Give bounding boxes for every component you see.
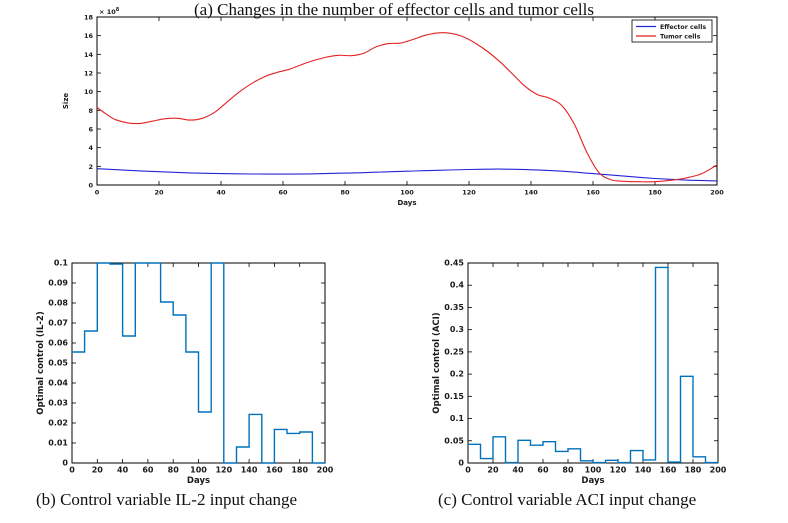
- x-tick-label: 180: [648, 189, 662, 197]
- x-tick-label: 40: [512, 466, 524, 475]
- y-tick-label: 0.1: [450, 414, 465, 423]
- x-tick-label: 60: [537, 466, 549, 475]
- y-tick-label: 0.05: [444, 436, 464, 445]
- y-tick-label: 8: [88, 107, 93, 115]
- y-tick-label: 0.01: [48, 439, 68, 448]
- x-tick-label: 20: [154, 189, 164, 197]
- axis-ticks: 0 20 40 60 80 100 120 140 160 180 200 0 0.01 0.02 0.03…: [48, 259, 334, 475]
- x-axis-label: Days: [581, 476, 604, 486]
- y-tick-label: 0.09: [48, 279, 68, 288]
- y-tick-label: 0.35: [444, 303, 464, 312]
- y-tick-label: 14: [84, 51, 94, 59]
- y-tick-label: 6: [88, 126, 93, 134]
- effector-cells-line: [96, 168, 718, 182]
- y-tick-label: 0.03: [48, 399, 68, 408]
- plot-border: [96, 16, 718, 186]
- y-tick-label: 0.04: [48, 379, 68, 388]
- y-axis-label: Size: [62, 93, 70, 110]
- y-tick-label: 0: [458, 459, 464, 468]
- x-tick-label: 100: [400, 189, 414, 197]
- y-tick-label: 0.15: [444, 392, 464, 401]
- x-tick-label: 20: [92, 466, 104, 475]
- chart-effector-tumor-cells: 0 20 40 60 80 100 120 140 160 180 200 0 2 4 6 8 10 12 14 16…: [62, 7, 724, 207]
- x-axis-label: Days: [187, 476, 210, 486]
- x-tick-label: 160: [266, 466, 283, 475]
- y-tick-label: 16: [84, 32, 94, 40]
- chart-aci-control: 0 20 40 60 80 100 120 140 160 180 200 0 0.05 0.1 0.15 0…: [432, 259, 727, 487]
- x-tick-label: 160: [586, 189, 600, 197]
- y-tick-label: 0.3: [450, 325, 464, 334]
- x-tick-label: 0: [69, 466, 75, 475]
- x-tick-label: 80: [340, 189, 350, 197]
- x-tick-label: 180: [685, 466, 702, 475]
- y-tick-label: 2: [88, 163, 93, 171]
- y-tick-label: 4: [88, 144, 93, 152]
- y-tick-label: 0.2: [450, 370, 464, 379]
- x-axis-label: Days: [397, 199, 416, 207]
- y-tick-label: 0.06: [48, 339, 68, 348]
- stairs-line: [468, 266, 719, 464]
- x-tick-label: 180: [291, 466, 308, 475]
- x-tick-label: 140: [524, 189, 538, 197]
- x-tick-label: 140: [635, 466, 652, 475]
- y-tick-label: 0.05: [48, 359, 68, 368]
- x-tick-label: 20: [487, 466, 499, 475]
- x-tick-label: 40: [117, 466, 129, 475]
- y-tick-label: 18: [84, 14, 94, 22]
- axis-ticks: 0 20 40 60 80 100 120 140 160 180 200 0 0.05 0.1 0.15 0…: [444, 259, 727, 475]
- x-tick-label: 120: [215, 466, 232, 475]
- plot-border: [71, 262, 326, 464]
- x-tick-label: 120: [610, 466, 627, 475]
- y-tick-label: 0.4: [450, 281, 465, 290]
- x-tick-label: 40: [216, 189, 226, 197]
- y-tick-label: 12: [84, 70, 93, 78]
- caption-a: (a) Changes in the number of effector ce…: [194, 0, 594, 19]
- caption-c: (c) Control variable ACI input change: [438, 490, 697, 509]
- x-tick-label: 100: [190, 466, 207, 475]
- y-tick-label: 0: [62, 459, 68, 468]
- y-tick-label: 0: [88, 182, 93, 190]
- y-tick-label: 0.1: [54, 259, 69, 268]
- y-tick-label: 0.25: [444, 347, 464, 356]
- x-tick-label: 80: [562, 466, 574, 475]
- y-axis-label: Optimal control (IL-2): [36, 311, 46, 415]
- effector-cells-legend-label: Effector cells: [660, 24, 706, 31]
- x-tick-label: 200: [710, 189, 724, 197]
- tumor-cells-line: [96, 32, 718, 183]
- y-tick-label: 0.02: [48, 419, 68, 428]
- x-tick-label: 60: [278, 189, 288, 197]
- chart-il2-control: 0 20 40 60 80 100 120 140 160 180 200 0 0.01 0.02 0.03…: [36, 259, 334, 487]
- x-tick-label: 140: [241, 466, 258, 475]
- y-tick-label: 0.45: [444, 259, 464, 268]
- tumor-cells-legend-label: Tumor cells: [660, 33, 701, 40]
- stairs-line: [72, 262, 325, 464]
- legend: Effector cells Tumor cells: [631, 19, 713, 43]
- y-tick-label: 0.08: [48, 299, 68, 308]
- x-tick-label: 200: [317, 466, 334, 475]
- x-tick-label: 80: [168, 466, 180, 475]
- y-tick-label: 10: [84, 88, 94, 96]
- x-tick-label: 0: [95, 189, 100, 197]
- x-tick-label: 60: [142, 466, 154, 475]
- y-axis-exponent: × 108: [99, 7, 120, 16]
- y-tick-label: 0.07: [48, 319, 68, 328]
- x-tick-label: 160: [660, 466, 677, 475]
- caption-b: (b) Control variable IL-2 input change: [36, 490, 298, 509]
- x-tick-label: 100: [585, 466, 602, 475]
- y-axis-label: Optimal control (ACI): [432, 312, 442, 414]
- x-tick-label: 0: [465, 466, 471, 475]
- x-tick-label: 120: [462, 189, 476, 197]
- x-tick-label: 200: [710, 466, 727, 475]
